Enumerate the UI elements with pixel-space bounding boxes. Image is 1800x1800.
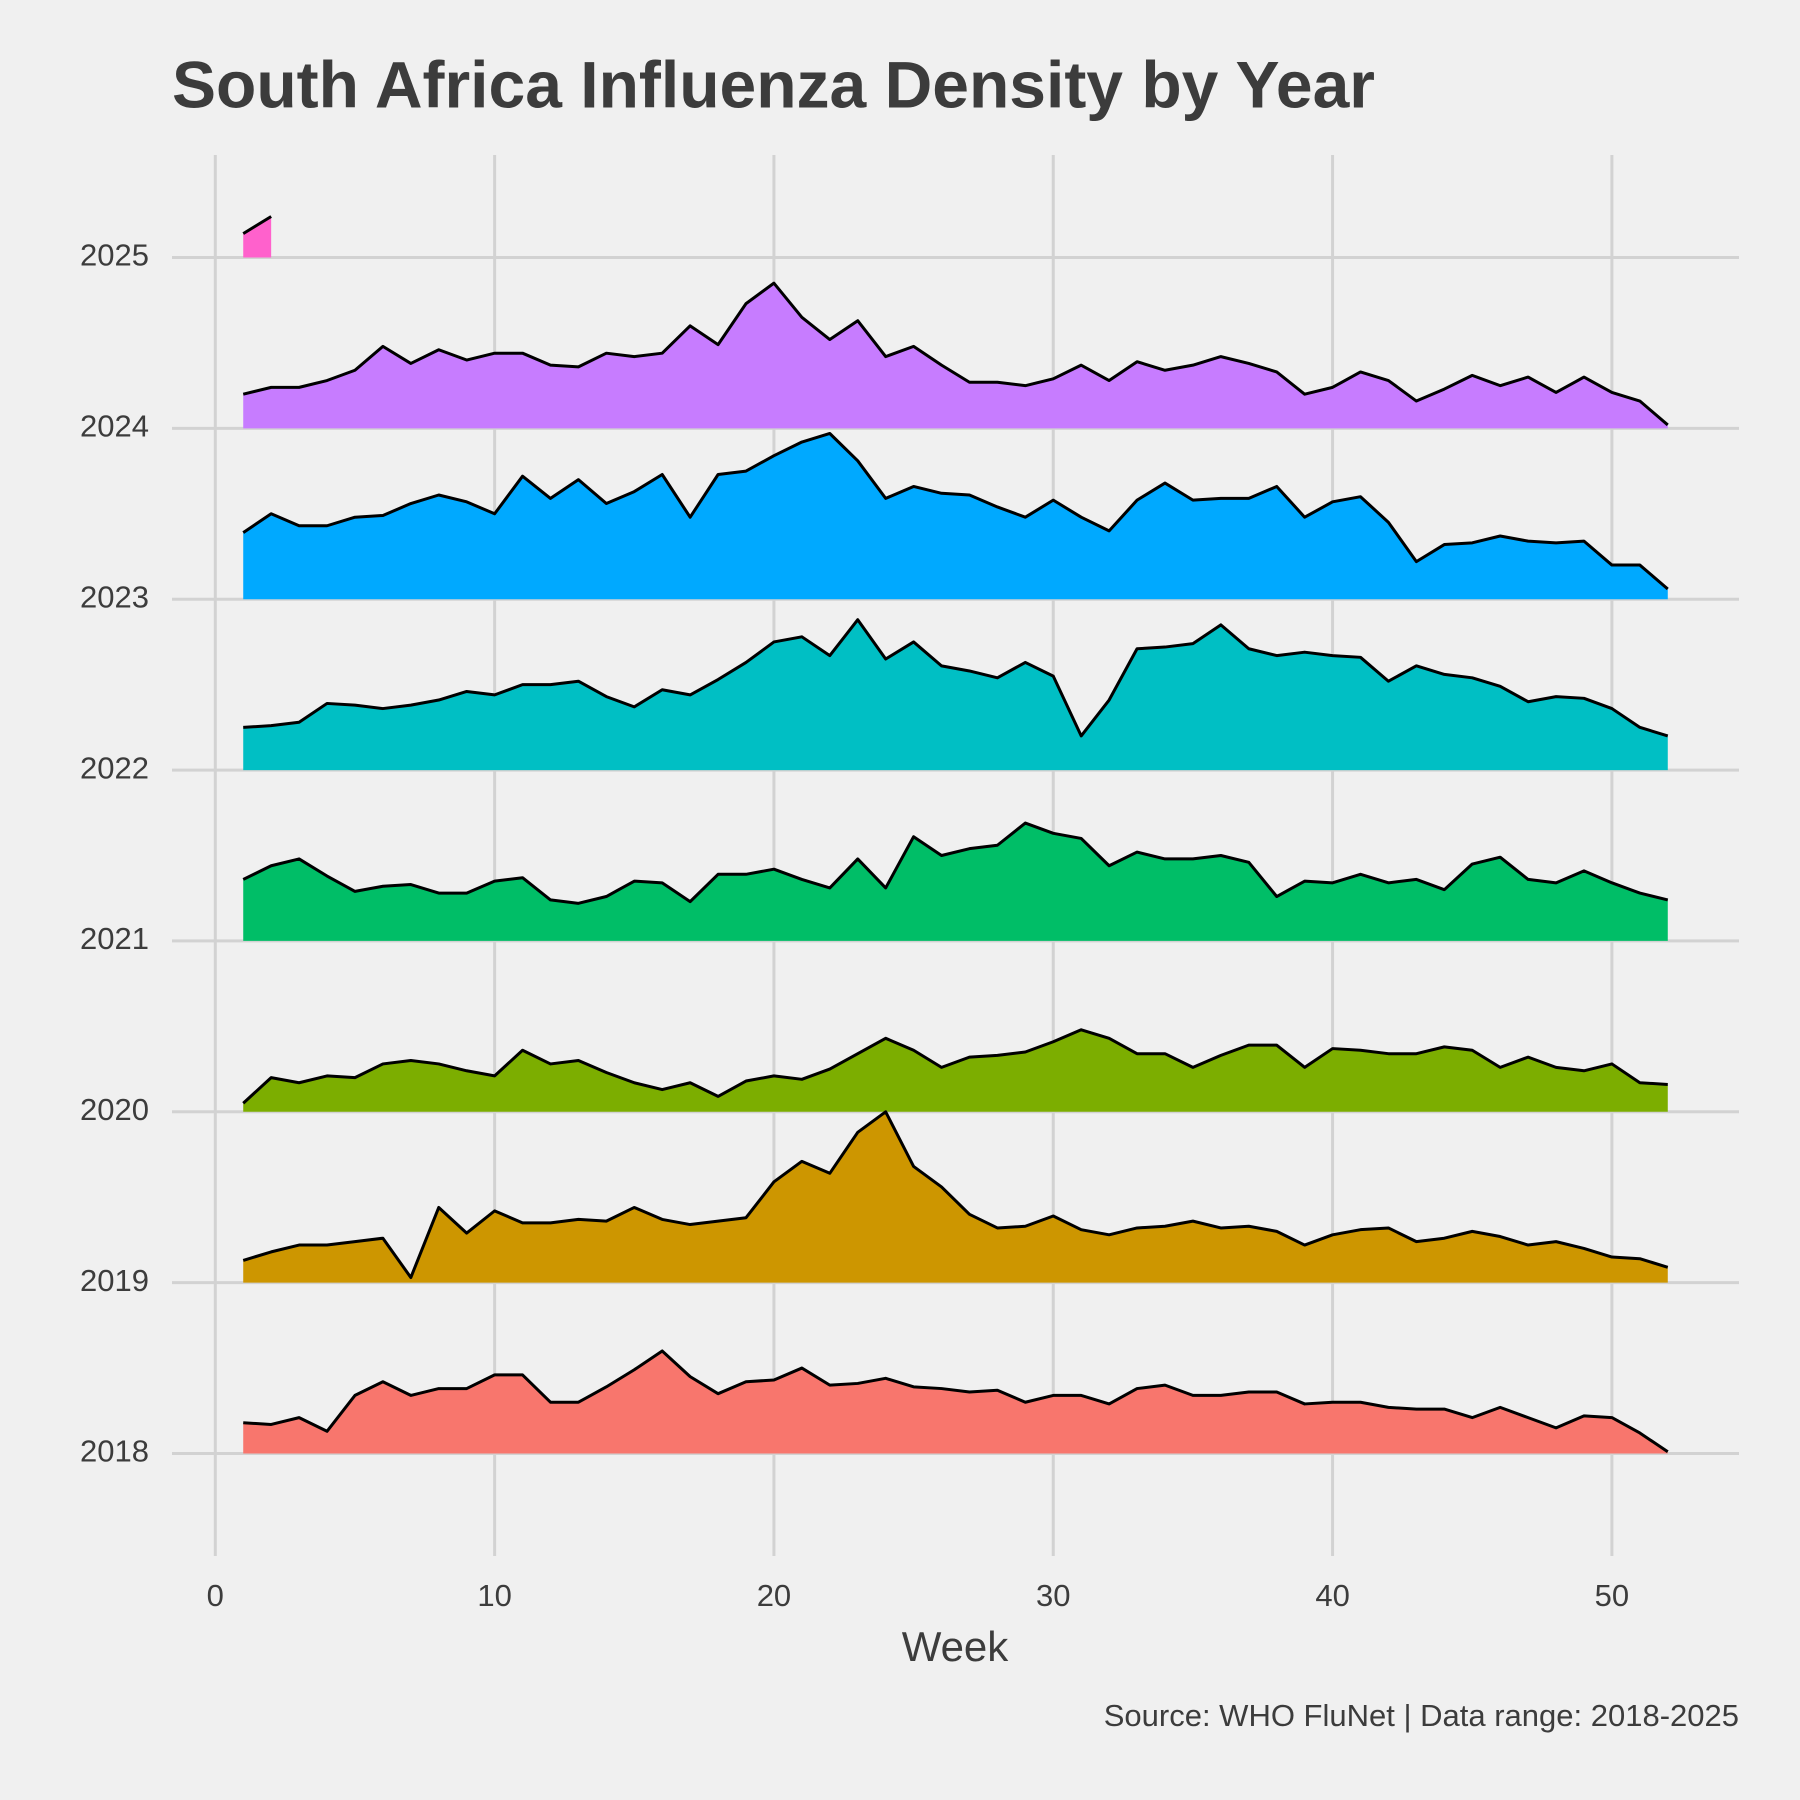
x-tick-label: 50: [1595, 1578, 1629, 1613]
ridge-line: [243, 1349, 1669, 1454]
ridge-line: [243, 618, 1669, 738]
ridge-area: [243, 619, 1668, 771]
y-tick-label: 2020: [80, 1092, 149, 1127]
y-tick-label: 2019: [80, 1263, 149, 1298]
ridge-area: [243, 216, 272, 258]
ridge-line: [242, 1028, 1668, 1105]
x-tick-label: 0: [207, 1578, 224, 1613]
ridge-area: [243, 1350, 1668, 1454]
ridge-area: [243, 1029, 1668, 1112]
y-tick-label: 2021: [80, 921, 149, 956]
x-tick-label: 40: [1315, 1578, 1349, 1613]
x-tick-label: 20: [757, 1578, 791, 1613]
ridge-line: [242, 1110, 1669, 1280]
x-tick-label: 30: [1036, 1578, 1070, 1613]
y-tick-label: 2018: [80, 1434, 149, 1469]
x-axis-label: Week: [902, 1623, 1010, 1670]
ridge-line: [242, 215, 272, 235]
y-tick-label: 2025: [80, 238, 149, 273]
caption: Source: WHO FluNet | Data range: 2018-20…: [1104, 1698, 1739, 1733]
ridge-area: [243, 433, 1668, 600]
x-tick-label: 10: [477, 1578, 511, 1613]
y-tick-label: 2022: [80, 750, 149, 785]
ridge-line: [242, 431, 1669, 591]
ridge-area: [243, 823, 1668, 941]
chart-title: South Africa Influenza Density by Year: [172, 47, 1375, 121]
y-tick-label: 2024: [80, 409, 149, 444]
ridge-area: [243, 283, 1668, 429]
ridge-area: [243, 1111, 1668, 1283]
ridge-line: [242, 281, 1669, 427]
ridge-line: [242, 821, 1669, 905]
y-tick-label: 2023: [80, 579, 149, 614]
